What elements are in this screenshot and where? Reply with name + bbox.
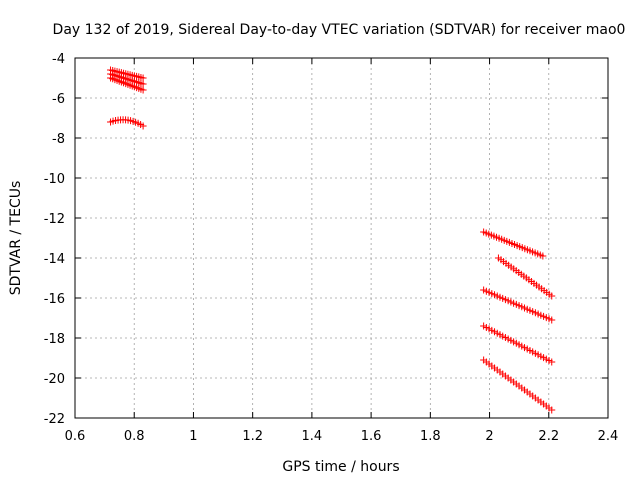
series-arc-5 — [480, 228, 547, 260]
series-arc-4 — [107, 116, 147, 130]
y-tick-label: -4 — [52, 52, 65, 67]
x-tick-label: 1.4 — [302, 429, 323, 444]
y-tick-label: -10 — [44, 172, 65, 187]
data-point — [548, 406, 556, 414]
y-tick-label: -22 — [44, 412, 65, 427]
y-tick-label: -12 — [44, 212, 65, 227]
data-points — [107, 66, 556, 414]
data-point — [548, 316, 556, 324]
data-point — [139, 122, 147, 130]
x-tick-label: 1 — [189, 429, 197, 444]
series-arc-6 — [494, 254, 556, 300]
y-axis-label: SDTVAR / TECUs — [8, 181, 24, 296]
y-tick-label: -8 — [52, 132, 65, 147]
series-arc-7 — [480, 286, 556, 324]
x-tick-label: 1.6 — [361, 429, 382, 444]
y-tick-label: -14 — [44, 252, 65, 267]
data-point — [539, 252, 547, 260]
series-arc-3 — [107, 74, 147, 94]
x-axis-label: GPS time / hours — [282, 459, 399, 475]
series-arc-9 — [480, 356, 556, 414]
y-tick-labels: -22 -20 -18 -16 -14 -12 -10 -8 -6 -4 — [44, 52, 65, 427]
data-point — [139, 86, 147, 94]
y-tick-label: -6 — [52, 92, 65, 107]
data-point — [139, 80, 147, 88]
y-tick-label: -16 — [44, 292, 65, 307]
x-tick-label: 0.8 — [124, 429, 145, 444]
grid-lines — [75, 58, 608, 418]
data-point — [139, 74, 147, 82]
x-tick-label: 2.4 — [598, 429, 619, 444]
data-point — [548, 358, 556, 366]
x-tick-label: 0.6 — [65, 429, 86, 444]
x-tick-label: 2 — [485, 429, 493, 444]
data-point — [548, 292, 556, 300]
series-arc-8 — [480, 322, 556, 366]
plot-frame — [74, 57, 609, 419]
x-tick-label: 1.2 — [242, 429, 263, 444]
y-tick-label: -18 — [44, 332, 65, 347]
y-tick-label: -20 — [44, 372, 65, 387]
x-tick-label: 1.8 — [420, 429, 441, 444]
x-tick-label: 2.2 — [538, 429, 559, 444]
chart-title: Day 132 of 2019, Sidereal Day-to-day VTE… — [53, 22, 626, 38]
x-tick-labels: 0.6 0.8 1 1.2 1.4 1.6 1.8 2 2.2 2.4 — [65, 429, 619, 444]
